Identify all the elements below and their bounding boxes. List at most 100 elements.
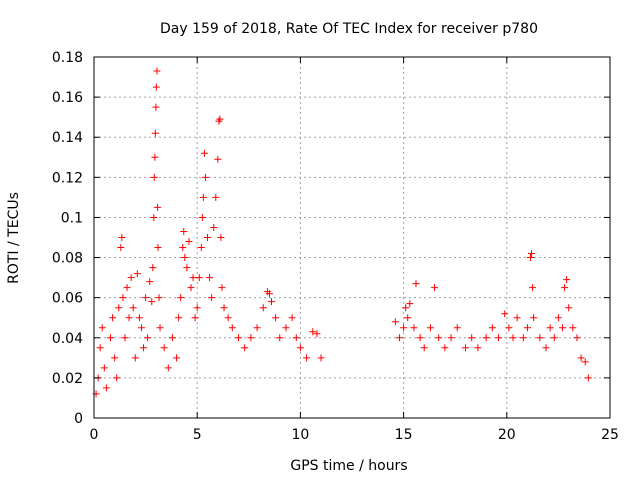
data-point: [404, 314, 412, 322]
data-point: [152, 83, 160, 91]
data-point: [412, 280, 420, 288]
data-point: [509, 334, 517, 342]
data-point: [523, 324, 531, 332]
data-point: [542, 344, 550, 352]
data-point: [160, 344, 168, 352]
data-point: [177, 294, 185, 302]
data-point: [100, 364, 108, 372]
x-axis-ticks: 0 5 10 15 20 25: [90, 57, 619, 443]
x-tick-label: 20: [498, 427, 516, 443]
data-point: [441, 344, 449, 352]
data-point: [410, 324, 418, 332]
data-point: [201, 173, 209, 181]
data-point: [208, 294, 216, 302]
y-tick-label: 0.04: [52, 331, 83, 347]
data-point: [214, 155, 222, 163]
data-point: [173, 354, 181, 362]
data-point: [195, 274, 203, 282]
data-point: [154, 244, 162, 252]
data-point: [247, 334, 255, 342]
data-point: [142, 294, 150, 302]
data-point: [144, 334, 152, 342]
x-tick-label: 25: [601, 427, 619, 443]
data-point: [218, 284, 226, 292]
data-point: [253, 324, 261, 332]
data-point: [565, 304, 573, 312]
y-tick-label: 0: [74, 411, 83, 427]
x-tick-label: 15: [395, 427, 413, 443]
data-point: [292, 334, 300, 342]
data-point: [536, 334, 544, 342]
scatter-points: [92, 67, 592, 398]
data-point: [150, 213, 158, 221]
data-point: [125, 314, 133, 322]
data-point: [155, 294, 163, 302]
data-point: [102, 384, 110, 392]
data-point: [115, 304, 123, 312]
y-tick-label: 0.16: [52, 90, 83, 106]
data-point: [180, 227, 188, 235]
data-point: [181, 254, 189, 262]
x-tick-label: 5: [193, 427, 202, 443]
data-point: [431, 284, 439, 292]
y-tick-label: 0.02: [52, 371, 83, 387]
data-point: [111, 354, 119, 362]
data-point: [482, 334, 490, 342]
data-point: [259, 304, 267, 312]
data-point: [152, 103, 160, 111]
data-point: [131, 354, 139, 362]
data-point: [149, 264, 157, 272]
data-point: [309, 328, 317, 336]
data-point: [224, 314, 232, 322]
data-point: [400, 324, 408, 332]
data-point: [156, 324, 164, 332]
data-point: [193, 304, 201, 312]
data-point: [468, 334, 476, 342]
data-point: [554, 314, 562, 322]
data-point: [118, 234, 126, 241]
y-tick-label: 0.12: [52, 170, 83, 186]
y-tick-label: 0.1: [61, 210, 83, 226]
data-point: [563, 276, 571, 284]
data-point: [406, 300, 414, 308]
data-point: [519, 334, 527, 342]
data-point: [220, 304, 228, 312]
y-tick-label: 0.08: [52, 251, 83, 267]
x-axis-label: GPS time / hours: [290, 458, 407, 474]
data-point: [550, 334, 558, 342]
data-point: [107, 334, 115, 342]
data-point: [488, 324, 496, 332]
y-axis-label: ROTI / TECUs: [6, 192, 22, 284]
data-point: [121, 334, 129, 342]
data-point: [146, 278, 154, 286]
data-point: [140, 344, 148, 352]
data-point: [96, 344, 104, 352]
data-point: [395, 334, 403, 342]
data-point: [276, 334, 284, 342]
data-point: [135, 314, 143, 322]
data-point: [183, 264, 191, 272]
data-point: [199, 193, 207, 201]
data-point: [109, 314, 117, 322]
data-point: [133, 270, 141, 278]
data-point: [495, 334, 503, 342]
data-point: [268, 298, 276, 306]
data-point: [391, 318, 399, 326]
data-point: [435, 334, 443, 342]
data-point: [313, 330, 321, 338]
data-point: [228, 324, 236, 332]
data-point: [559, 324, 567, 332]
data-point: [303, 354, 311, 362]
data-point: [453, 324, 461, 332]
data-point: [129, 304, 137, 312]
data-point: [198, 213, 206, 221]
data-point: [573, 334, 581, 342]
data-point: [137, 324, 145, 332]
data-point: [272, 314, 280, 322]
y-axis-ticks: 0 0.02 0.04 0.06 0.08 0.1 0.12 0.14 0.16 0.18: [52, 50, 610, 427]
data-point: [416, 334, 424, 342]
data-point: [212, 193, 220, 201]
data-point: [447, 334, 455, 342]
data-point: [288, 314, 296, 322]
y-tick-label: 0.18: [52, 50, 83, 66]
